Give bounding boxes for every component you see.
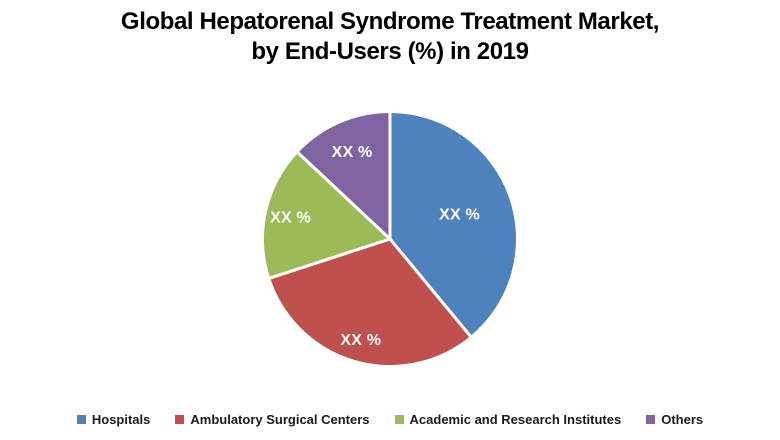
- legend-label: Ambulatory Surgical Centers: [190, 412, 370, 427]
- legend-label: Others: [661, 412, 704, 427]
- legend-item-academic-and-research-institutes: Academic and Research Institutes: [394, 412, 622, 427]
- pie-slice-value-label-others: XX %: [332, 144, 373, 161]
- legend-label: Hospitals: [91, 412, 151, 427]
- pie-slice-others: [295, 110, 392, 241]
- legend-item-others: Others: [646, 412, 703, 427]
- chart-title-line2: by End-Users (%) in 2019: [251, 38, 529, 65]
- chart-legend: Hospitals Ambulatory Surgical Centers Acad…: [0, 412, 780, 427]
- pie-slice-value-label-ambulatory-surgical-centers: XX %: [340, 332, 381, 349]
- legend-item-ambulatory-surgical-centers: Ambulatory Surgical Centers: [175, 412, 370, 427]
- legend-item-hospitals: Hospitals: [76, 412, 151, 427]
- legend-swatch-icon: [76, 415, 86, 424]
- pie-slice-hospitals: [388, 110, 519, 339]
- pie-slice-ambulatory-surgical-centers: [267, 237, 473, 368]
- chart-title: Global Hepatorenal Syndrome Treatment Ma…: [0, 7, 780, 67]
- pie-slice-value-label-academic-and-research-institutes: XX %: [270, 209, 311, 226]
- legend-swatch-icon: [175, 415, 185, 424]
- legend-swatch-icon: [394, 415, 404, 424]
- pie-slice-value-label-hospitals: XX %: [439, 207, 480, 224]
- legend-label: Academic and Research Institutes: [409, 412, 622, 427]
- pie-slice-academic-and-research-institutes: [261, 150, 392, 280]
- chart-title-line1: Global Hepatorenal Syndrome Treatment Ma…: [120, 8, 660, 35]
- legend-swatch-icon: [646, 415, 656, 424]
